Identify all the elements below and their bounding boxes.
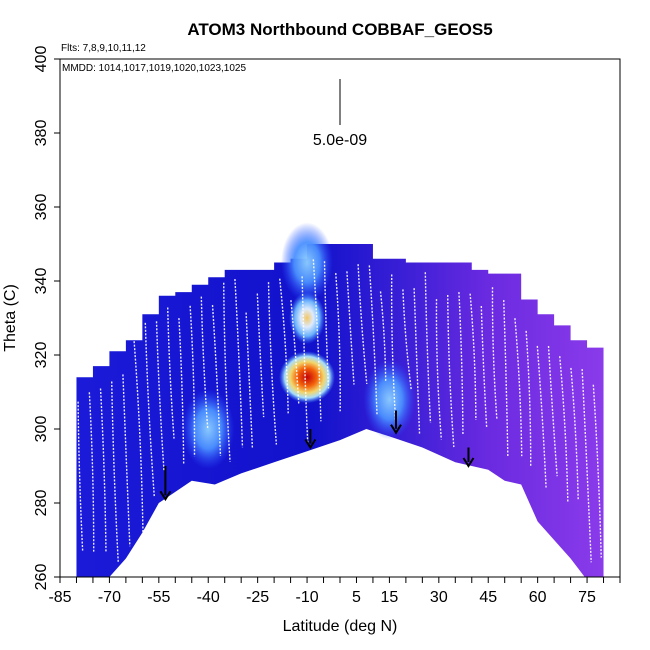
arrow-head <box>462 457 475 468</box>
chart-title: ATOM3 Northbound COBBAF_GEOS5 <box>187 20 492 39</box>
arrow-markers <box>159 410 475 502</box>
mmdd-label: MMDD: 1014,1017,1019,1020,1023,1025 <box>62 63 246 74</box>
plot-area <box>76 222 604 577</box>
x-axis-label: Latitude (deg N) <box>283 618 398 635</box>
y-axis-label: Theta (C) <box>2 284 19 352</box>
flight-profile <box>77 401 84 552</box>
flight-profile <box>559 356 569 503</box>
flight-profile <box>491 287 498 420</box>
y-tick-label: 380 <box>33 120 50 147</box>
hotspot-low-2 <box>281 222 334 303</box>
flight-profile <box>413 288 421 435</box>
x-tick-label: 30 <box>430 589 448 606</box>
flight-profile <box>256 293 265 418</box>
arrow-head <box>304 438 317 450</box>
flight-profile <box>469 293 477 420</box>
x-tick-label: 60 <box>529 589 547 606</box>
hotspot-max-0 <box>279 351 336 404</box>
x-tick-label: -10 <box>295 589 318 606</box>
flight-profile <box>88 392 95 552</box>
curtain-field <box>76 244 604 577</box>
x-tick-label: 75 <box>578 589 596 606</box>
x-tick-label: -25 <box>246 589 269 606</box>
arrow-head <box>390 424 402 435</box>
y-tick-label: 400 <box>33 46 50 73</box>
flight-profile <box>323 261 330 389</box>
scale-label: 5.0e-09 <box>313 132 367 149</box>
flight-profiles <box>77 259 602 564</box>
flight-profile <box>592 384 602 558</box>
y-tick-label: 280 <box>33 490 50 517</box>
flight-profile <box>155 321 165 472</box>
hotspot-group <box>182 222 416 469</box>
flight-profile <box>346 271 355 385</box>
flight-profile <box>290 300 300 405</box>
x-axis: -85 -70 -55 -40 -25 -10 5 15 30 45 60 75 <box>48 577 621 606</box>
flights-label: Flts: 7,8,9,10,11,12 <box>61 43 146 54</box>
flight-profile <box>368 265 378 415</box>
flight-profile <box>435 299 443 440</box>
flight-profile <box>122 374 131 547</box>
flight-profile <box>357 264 368 385</box>
x-tick-label: -85 <box>48 589 71 606</box>
flight-profile <box>480 305 488 428</box>
x-tick-label: -55 <box>147 589 170 606</box>
x-tick-label: 15 <box>381 589 399 606</box>
flight-profile <box>525 330 532 467</box>
flight-profile <box>234 279 244 448</box>
flight-profile <box>279 278 289 414</box>
flight-profile <box>447 294 455 448</box>
y-tick-label: 300 <box>33 416 50 443</box>
flight-profile <box>211 305 222 456</box>
flight-profile <box>503 300 509 457</box>
y-axis: 260 280 300 320 340 360 380 400 <box>33 46 60 591</box>
flight-profile <box>99 388 107 553</box>
hotspot-low-3 <box>182 389 235 469</box>
flight-profile <box>390 274 397 428</box>
x-tick-label: 5 <box>352 589 361 606</box>
flight-profile <box>245 312 254 448</box>
flight-profile <box>200 296 209 430</box>
flight-profile <box>301 276 309 445</box>
flight-profile <box>335 273 341 412</box>
hotspot-low-4 <box>363 359 416 440</box>
flight-profile <box>223 282 231 462</box>
flight-profile <box>312 259 322 422</box>
flight-profile <box>189 305 196 457</box>
flight-profile <box>379 291 387 382</box>
flight-profile <box>570 367 579 501</box>
x-tick-label: 45 <box>479 589 497 606</box>
x-tick-label: -70 <box>98 589 121 606</box>
y-tick-label: 340 <box>33 268 50 295</box>
flight-profile <box>547 345 558 477</box>
flight-profile <box>536 345 547 488</box>
x-tick-label: -40 <box>197 589 220 606</box>
flight-profile <box>514 318 523 457</box>
y-tick-label: 320 <box>33 342 50 369</box>
y-tick-label: 260 <box>33 564 50 591</box>
y-tick-label: 360 <box>33 194 50 221</box>
flight-profile <box>178 318 185 465</box>
flight-profile <box>402 289 413 391</box>
flight-profile <box>267 282 278 445</box>
flight-profile <box>167 307 175 439</box>
arrow-head <box>159 490 172 502</box>
flight-profile <box>458 292 464 435</box>
flight-profile <box>111 381 119 564</box>
flight-profile <box>424 272 432 424</box>
